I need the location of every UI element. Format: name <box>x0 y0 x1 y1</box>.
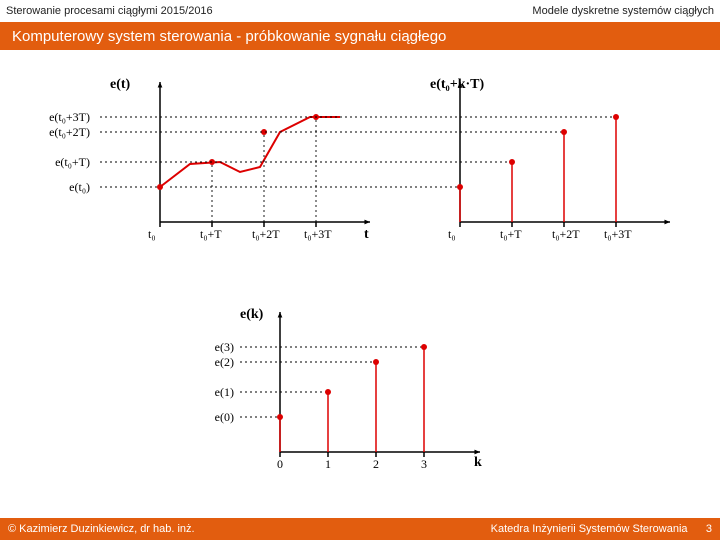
svg-text:k: k <box>474 455 482 470</box>
svg-text:t₀+2T: t₀+2T <box>552 227 580 241</box>
svg-text:e(3): e(3) <box>215 340 234 354</box>
svg-text:e(1): e(1) <box>215 385 234 399</box>
footer-left: © Kazimierz Duzinkiewicz, dr hab. inż. <box>8 523 195 535</box>
svg-text:t₀+2T: t₀+2T <box>252 227 280 241</box>
svg-text:e(t₀+k·T): e(t₀+k·T) <box>430 77 485 92</box>
title-bar: Komputerowy system sterowania - próbkowa… <box>0 22 720 50</box>
svg-text:e(t₀+T): e(t₀+T) <box>55 155 90 169</box>
svg-text:t₀+3T: t₀+3T <box>304 227 332 241</box>
svg-text:e(t₀+3T): e(t₀+3T) <box>49 110 90 124</box>
page-title: Komputerowy system sterowania - próbkowa… <box>12 28 446 45</box>
svg-text:t₀+3T: t₀+3T <box>604 227 632 241</box>
footer-page: 3 <box>706 523 712 535</box>
footer-right: Katedra Inżynierii Systemów Sterowania <box>491 523 688 535</box>
svg-text:t₀+T: t₀+T <box>200 227 222 241</box>
svg-text:t₀: t₀ <box>448 227 456 241</box>
header-bar: Sterowanie procesami ciągłymi 2015/2016 … <box>0 0 720 22</box>
svg-text:2: 2 <box>373 457 379 471</box>
svg-text:e(t): e(t) <box>110 77 131 92</box>
svg-text:3: 3 <box>421 457 427 471</box>
svg-text:t₀: t₀ <box>148 227 156 241</box>
figure-area: e(t) t t₀ e(t₀) t₀+T e(t₀+T) t₀+2T e(t₀+2T) t₀+3… <box>0 62 720 502</box>
svg-text:t₀+T: t₀+T <box>500 227 522 241</box>
svg-text:e(k): e(k) <box>240 307 264 322</box>
svg-text:e(0): e(0) <box>215 410 234 424</box>
svg-text:e(t₀): e(t₀) <box>69 180 90 194</box>
diagrams-svg: e(t) t t₀ e(t₀) t₀+T e(t₀+T) t₀+2T e(t₀+2T) t₀+3… <box>0 62 720 502</box>
header-left: Sterowanie procesami ciągłymi 2015/2016 <box>6 5 213 17</box>
svg-text:1: 1 <box>325 457 331 471</box>
svg-text:0: 0 <box>277 457 283 471</box>
footer-bar: © Kazimierz Duzinkiewicz, dr hab. inż. K… <box>0 518 720 540</box>
header-right: Modele dyskretne systemów ciągłych <box>532 5 714 17</box>
svg-text:t: t <box>364 227 369 242</box>
svg-text:e(t₀+2T): e(t₀+2T) <box>49 125 90 139</box>
footer-right-wrap: Katedra Inżynierii Systemów Sterowania 3 <box>491 523 712 535</box>
svg-text:e(2): e(2) <box>215 355 234 369</box>
